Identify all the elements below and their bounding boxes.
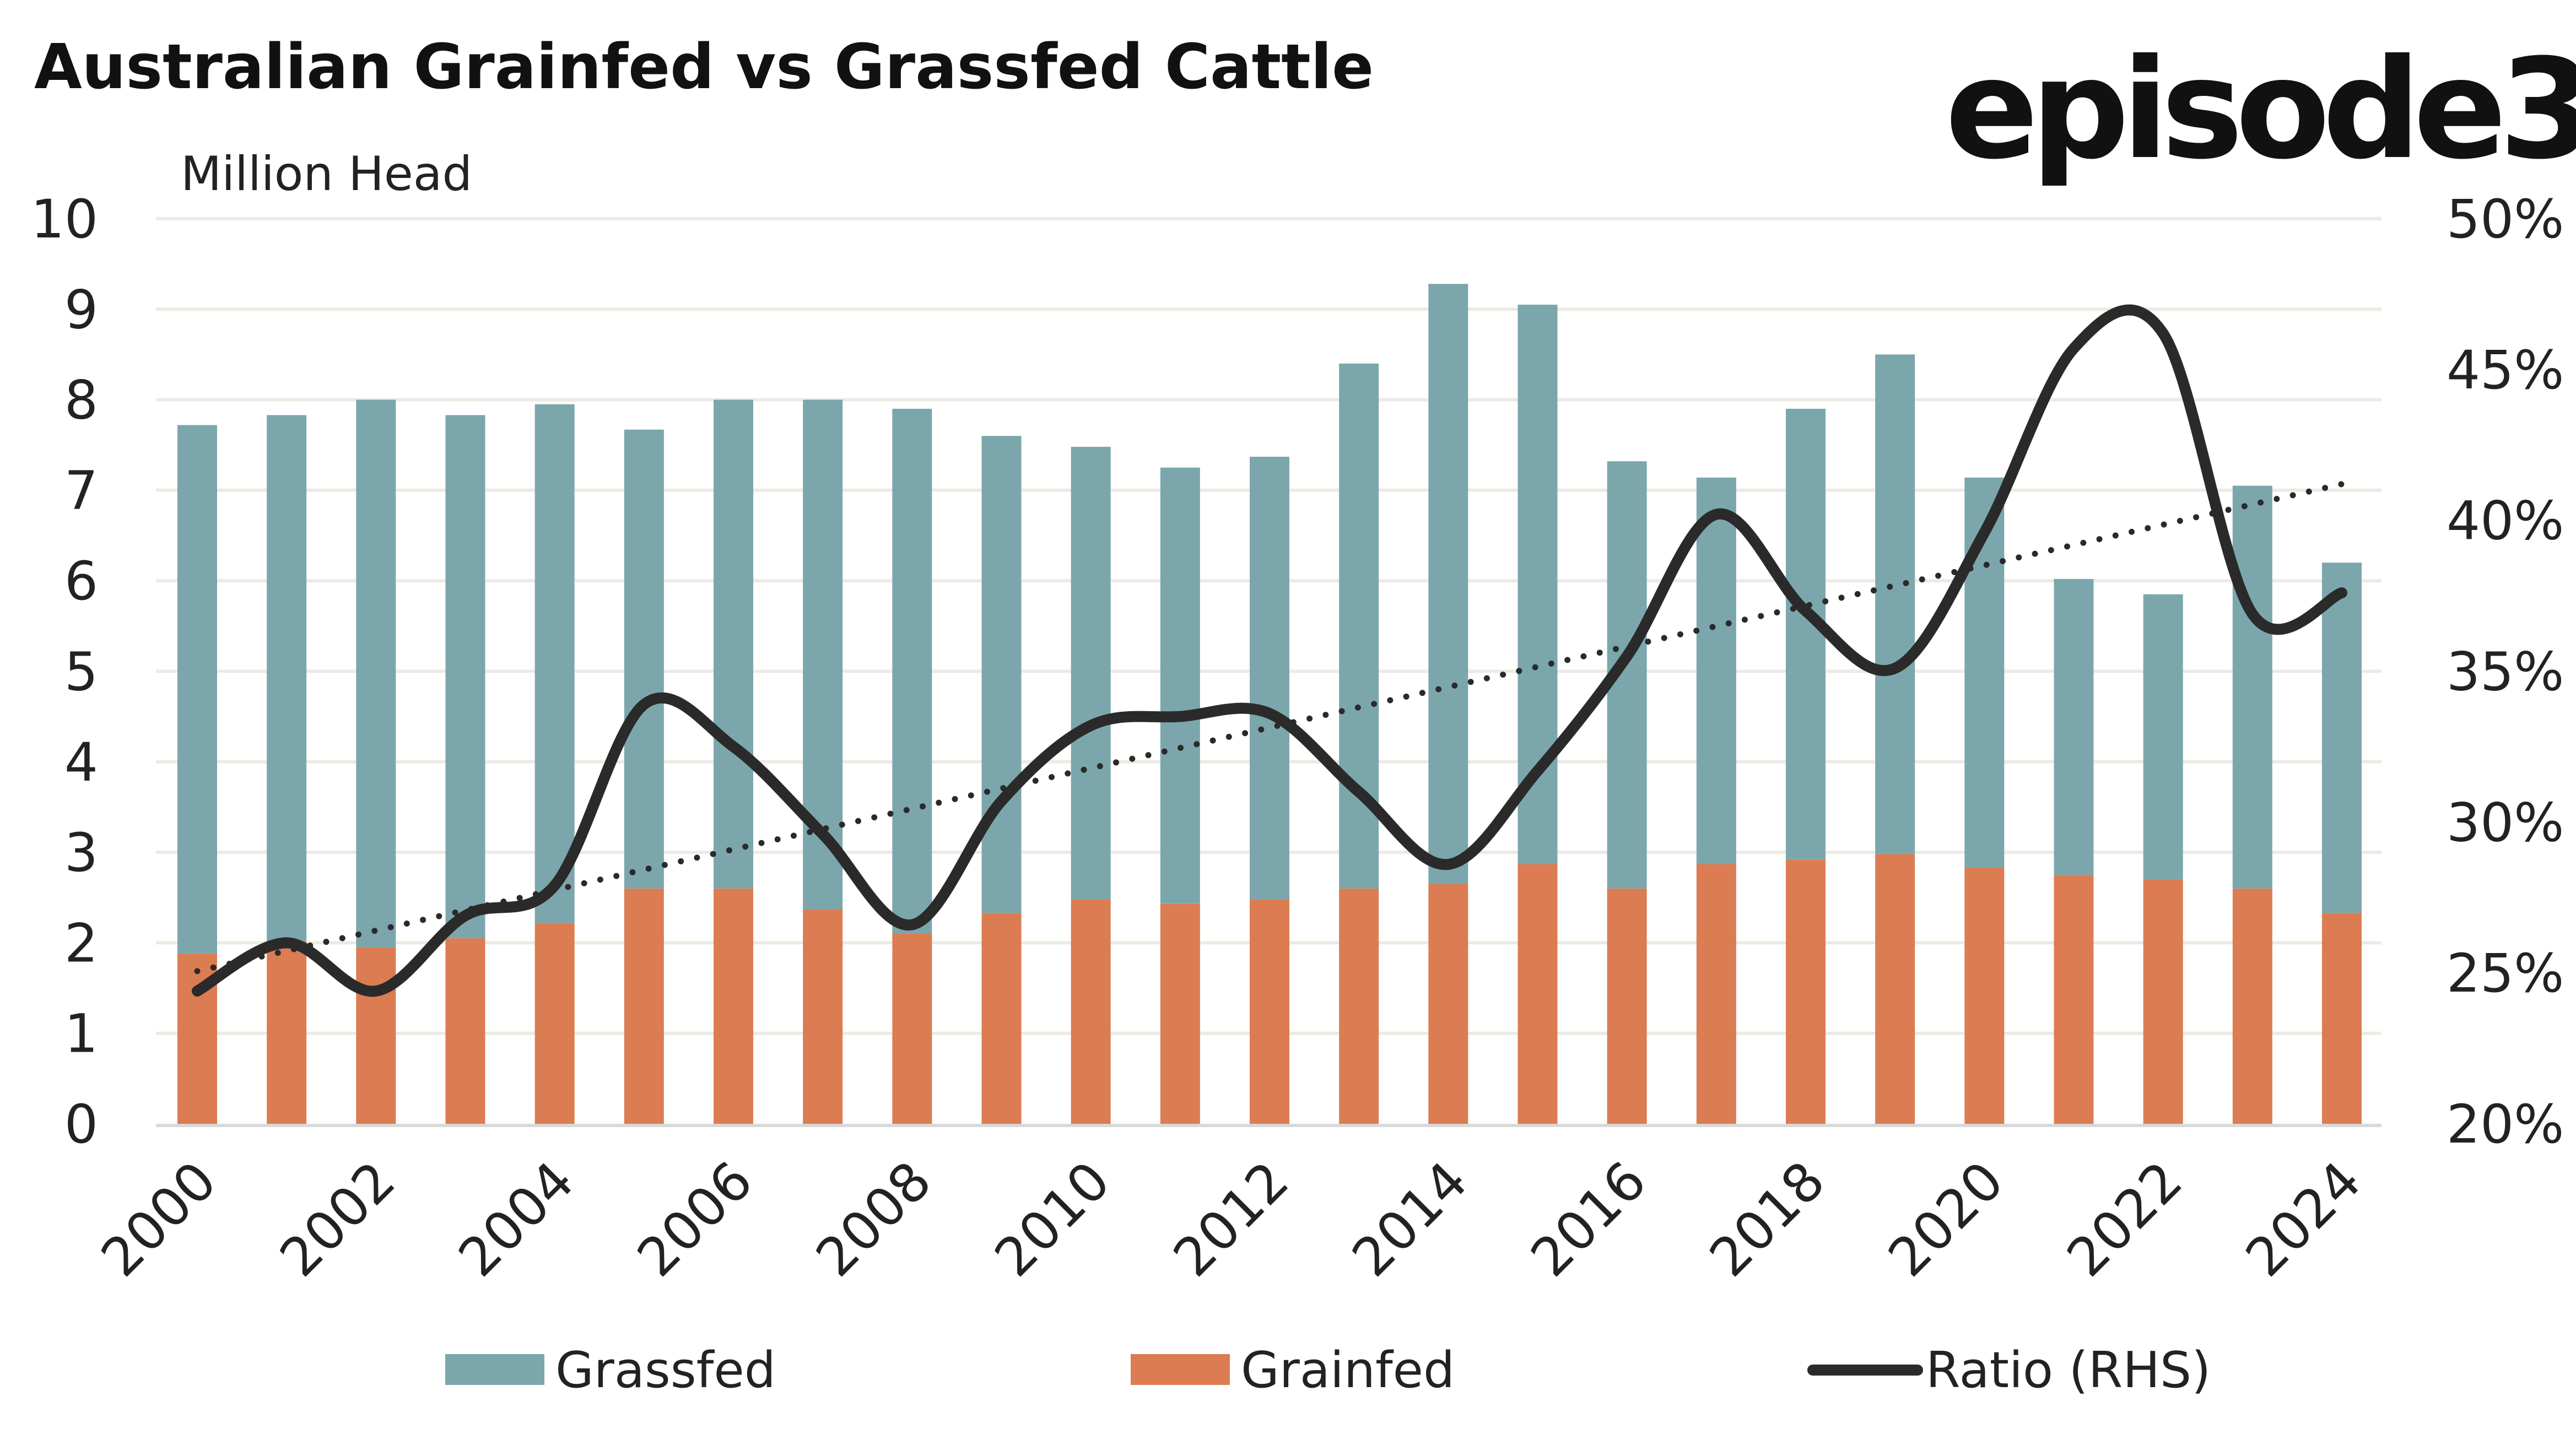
x-tick-label: 2008 [804, 1150, 943, 1289]
bar-grainfed [2232, 888, 2272, 1124]
x-tick-label: 2022 [2055, 1150, 2194, 1289]
x-tick-label: 2014 [1341, 1150, 1479, 1289]
y-axis-label: Million Head [181, 147, 472, 202]
bar-grainfed [803, 909, 843, 1124]
y-tick-label: 0 [64, 1094, 98, 1155]
y2-tick-label: 40% [2447, 490, 2564, 552]
bar-grainfed [1250, 899, 1289, 1124]
bars [177, 284, 2362, 1124]
bar-grainfed [1875, 854, 1915, 1124]
bar-grassfed [2322, 562, 2362, 913]
bar-grainfed [1160, 903, 1200, 1124]
bar-grainfed [1071, 899, 1111, 1124]
x-tick-label: 2018 [1698, 1150, 1837, 1289]
y-tick-label: 10 [31, 188, 98, 250]
bar-grainfed [1428, 884, 1468, 1124]
bar-grainfed [1607, 888, 1647, 1124]
bar-grassfed [892, 409, 932, 934]
y2-tick-label: 45% [2447, 339, 2564, 401]
bar-grainfed [2143, 879, 2183, 1124]
bar-grassfed [1160, 467, 1200, 904]
ratio-lines [192, 304, 2347, 997]
x-tick-label: 2024 [2234, 1150, 2373, 1289]
legend-label: Grainfed [1241, 1341, 1455, 1399]
y-tick-label: 2 [64, 912, 98, 974]
bar-grassfed [445, 415, 485, 939]
y2-tick-label: 50% [2447, 188, 2564, 250]
bar-grassfed [177, 425, 217, 954]
x-tick-label: 2012 [1162, 1150, 1300, 1289]
bar-grassfed [1250, 457, 1289, 900]
bar-grainfed [981, 913, 1022, 1124]
bar-grainfed [624, 888, 664, 1124]
x-tick-label: 2010 [983, 1150, 1122, 1289]
bar-grassfed [2143, 594, 2183, 880]
y2-tick-label: 30% [2447, 792, 2564, 853]
legend-label: Grassfed [555, 1341, 776, 1399]
x-tick-label: 2004 [447, 1150, 586, 1289]
bar-grassfed [267, 415, 307, 941]
x-tick-label: 2006 [625, 1150, 764, 1289]
x-tick-label: 2002 [268, 1150, 407, 1289]
bar-grassfed [1875, 354, 1915, 854]
chart-title: Australian Grainfed vs Grassfed Cattle [34, 31, 1374, 103]
y-tick-label: 6 [64, 550, 98, 612]
bar-grainfed [2322, 913, 2362, 1124]
x-tick-label: 2020 [1877, 1150, 2016, 1289]
legend-label: Ratio (RHS) [1926, 1341, 2211, 1399]
y2-tick-label: 25% [2447, 943, 2564, 1004]
bar-grassfed [2054, 578, 2094, 875]
y-tick-label: 4 [64, 732, 98, 793]
bar-grassfed [714, 399, 753, 889]
bar-grainfed [714, 888, 753, 1124]
y-tick-label: 5 [64, 641, 98, 703]
bar-grassfed [981, 436, 1022, 913]
legend: Grassfed Grainfed Ratio (RHS) [445, 1341, 2211, 1399]
bar-grainfed [1339, 888, 1379, 1124]
y-tick-label: 3 [64, 822, 98, 884]
x-tick-label: 2000 [89, 1150, 228, 1289]
y-tick-label: 9 [64, 279, 98, 340]
bar-grainfed [1964, 868, 2005, 1124]
y2-tick-label: 35% [2447, 641, 2564, 703]
bar-grainfed [2054, 875, 2094, 1124]
bar-grassfed [1428, 284, 1468, 884]
bar-grainfed [1696, 864, 1736, 1124]
bar-grainfed [892, 933, 932, 1124]
bar-grassfed [1696, 477, 1736, 864]
bar-grassfed [2232, 485, 2272, 889]
bar-grassfed [624, 429, 664, 889]
bar-grassfed [356, 399, 396, 948]
bar-grassfed [534, 404, 575, 923]
bar-grainfed [1517, 864, 1558, 1124]
bar-grainfed [1786, 859, 1826, 1124]
bar-grainfed [445, 938, 485, 1124]
legend-swatch-grainfed [1131, 1354, 1230, 1385]
x-tick-label: 2016 [1519, 1150, 1658, 1289]
y-tick-label: 8 [64, 370, 98, 431]
y-tick-label: 1 [64, 1003, 98, 1065]
y2-tick-label: 20% [2447, 1094, 2564, 1155]
bar-grainfed [534, 923, 575, 1124]
bar-grassfed [1071, 447, 1111, 900]
logo: episode3 [1945, 29, 2576, 190]
bar-grainfed [267, 941, 307, 1124]
ratio-line [192, 304, 2347, 997]
legend-swatch-grassfed [445, 1354, 544, 1385]
bar-grainfed [356, 947, 396, 1124]
y-tick-label: 7 [64, 460, 98, 522]
bar-grassfed [1786, 409, 1826, 860]
